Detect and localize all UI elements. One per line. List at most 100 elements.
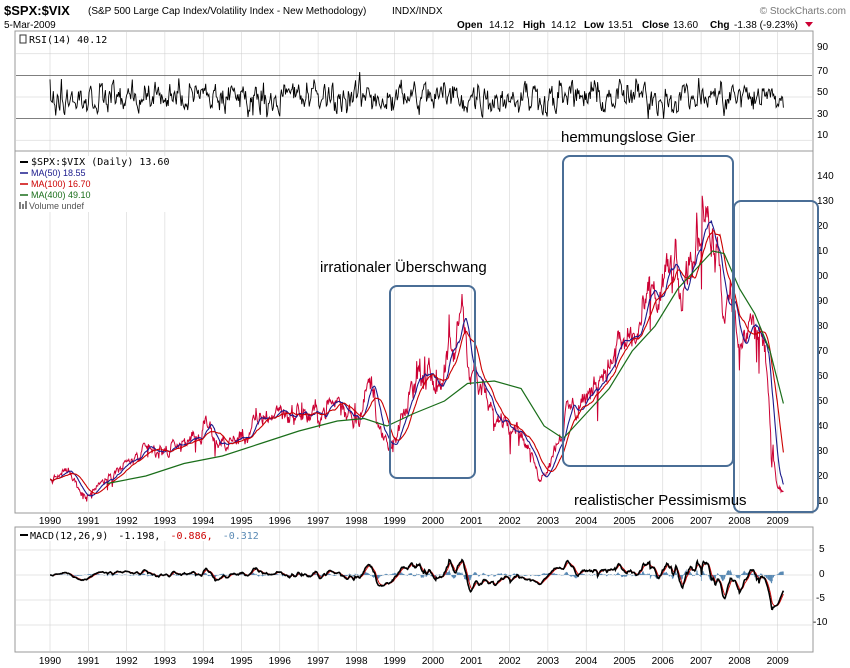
low-label: Low — [584, 20, 604, 31]
x-tick-label: 2005 — [613, 516, 636, 527]
x-tick-label-bottom: 2001 — [460, 656, 483, 667]
x-tick-label-bottom: 2007 — [690, 656, 713, 667]
chg-label: Chg — [710, 20, 729, 31]
x-axis-price: 1990 1991 1992 1993 1994 1995 1996 1997 1998 1999… — [39, 516, 789, 527]
legend-ma50: MA(50) 18.55 — [31, 168, 86, 178]
pessimism-box — [733, 200, 819, 513]
rsi-tick-10: 10 — [817, 130, 829, 141]
x-tick-label-bottom: 1998 — [345, 656, 368, 667]
x-tick-label: 1990 — [39, 516, 62, 527]
x-tick-label-bottom: 1992 — [115, 656, 138, 667]
x-tick-label: 1999 — [384, 516, 407, 527]
x-tick-label-bottom: 1997 — [307, 656, 330, 667]
down-arrow-icon — [805, 22, 813, 27]
macd-legend-macd: -1.198, — [118, 531, 160, 542]
rsi-tick-labels: 90 70 50 30 10 — [817, 42, 829, 141]
price-tick-60: 60 — [817, 371, 829, 382]
rsi-tick-30: 30 — [817, 109, 829, 120]
price-tick-50: 50 — [817, 396, 829, 407]
x-tick-label: 1995 — [230, 516, 253, 527]
ma50-line — [50, 220, 784, 497]
legend-ma400: MA(400) 49.10 — [31, 190, 91, 200]
macd-tick-0: 0 — [819, 569, 825, 580]
x-tick-label: 2002 — [498, 516, 521, 527]
ohlc-row: Open 14.12 High 14.12 Low 13.51 Close 13… — [457, 20, 813, 31]
x-tick-label-bottom: 1991 — [77, 656, 100, 667]
rsi-legend: RSI(14) 40.12 — [29, 35, 107, 46]
x-tick-label: 1993 — [154, 516, 177, 527]
price-tick-100: 00 — [817, 271, 829, 282]
rsi-line — [49, 71, 784, 119]
macd-legend-hist: -0.312 — [223, 531, 259, 542]
x-tick-label-bottom: 2000 — [422, 656, 445, 667]
x-tick-label-bottom: 2003 — [537, 656, 560, 667]
high-value: 14.12 — [551, 20, 576, 31]
macd-legend: MACD(12,26,9) -1.198, -0.886, -0.312 — [30, 531, 259, 542]
header-credit: © StockCharts.com — [760, 6, 846, 17]
price-legend-bg — [18, 156, 168, 212]
x-tick-label: 2000 — [422, 516, 445, 527]
macd-series — [50, 558, 785, 611]
volume-bars-icon — [19, 201, 27, 209]
macd-legend-prefix: MACD(12,26,9) — [30, 531, 108, 542]
price-series — [50, 195, 784, 502]
x-tick-label: 2004 — [575, 516, 598, 527]
price-tick-90: 90 — [817, 296, 829, 307]
x-tick-label: 2007 — [690, 516, 713, 527]
ma400-line — [107, 250, 784, 485]
header-date: 5-Mar-2009 — [4, 20, 56, 31]
price-legend: $SPX:$VIX (Daily) 13.60 MA(50) 18.55 MA(… — [18, 156, 169, 212]
macd-legend-signal: -0.886, — [171, 531, 213, 542]
x-tick-label-bottom: 2002 — [498, 656, 521, 667]
price-tick-110: 10 — [817, 246, 829, 257]
price-tick-130: 130 — [817, 196, 834, 207]
x-tick-label: 1997 — [307, 516, 330, 527]
x-tick-label: 2009 — [767, 516, 790, 527]
legend-volume: Volume undef — [29, 201, 85, 211]
x-tick-label-bottom: 1995 — [230, 656, 253, 667]
macd-tick-labels: 5 0 -5 -10 — [813, 544, 828, 628]
year-gridlines — [49, 32, 778, 651]
macd-tick-neg10: -10 — [813, 617, 828, 628]
header-symbol: $SPX:$VIX — [4, 3, 70, 18]
x-tick-label-bottom: 1994 — [192, 656, 215, 667]
macd-legend-bg — [18, 529, 228, 541]
price-tick-labels: 140 130 20 10 00 90 80 70 60 50 40 30 20… — [817, 171, 834, 507]
irrational-box — [389, 285, 476, 479]
price-tick-120: 20 — [817, 221, 829, 232]
x-tick-label-bottom: 2005 — [613, 656, 636, 667]
rsi-tick-90: 90 — [817, 42, 829, 53]
price-tick-40: 40 — [817, 421, 829, 432]
rsi-tick-70: 70 — [817, 66, 829, 77]
x-tick-label-bottom: 2006 — [652, 656, 675, 667]
annotation-pessimism: realistischer Pessimismus — [574, 492, 747, 509]
high-label: High — [523, 20, 545, 31]
price-tick-10: 10 — [817, 496, 829, 507]
legend-ma100: MA(100) 16.70 — [31, 179, 91, 189]
rsi-tick-50: 50 — [817, 87, 829, 98]
x-tick-label: 1992 — [115, 516, 138, 527]
x-tick-label: 2003 — [537, 516, 560, 527]
x-tick-label-bottom: 1990 — [39, 656, 62, 667]
x-tick-label-bottom: 2004 — [575, 656, 598, 667]
x-tick-label: 2006 — [652, 516, 675, 527]
price-tick-30: 30 — [817, 446, 829, 457]
low-value: 13.51 — [608, 20, 633, 31]
header-description: (S&P 500 Large Cap Index/Volatility Inde… — [88, 6, 366, 17]
price-tick-20: 20 — [817, 471, 829, 482]
rsi-legend-bg — [18, 33, 110, 45]
close-label: Close — [642, 20, 670, 31]
x-tick-label: 1991 — [77, 516, 100, 527]
x-tick-label: 1994 — [192, 516, 215, 527]
x-tick-label-bottom: 1993 — [154, 656, 177, 667]
macd-tick-5: 5 — [819, 544, 825, 555]
macd-line — [50, 558, 785, 611]
x-tick-label: 1998 — [345, 516, 368, 527]
x-tick-label-bottom: 2009 — [767, 656, 790, 667]
price-tick-140: 140 — [817, 171, 834, 182]
annotation-irrational: irrationaler Überschwang — [320, 258, 487, 276]
open-label: Open — [457, 20, 483, 31]
price-tick-70: 70 — [817, 346, 829, 357]
macd-panel-frame — [14, 526, 814, 653]
